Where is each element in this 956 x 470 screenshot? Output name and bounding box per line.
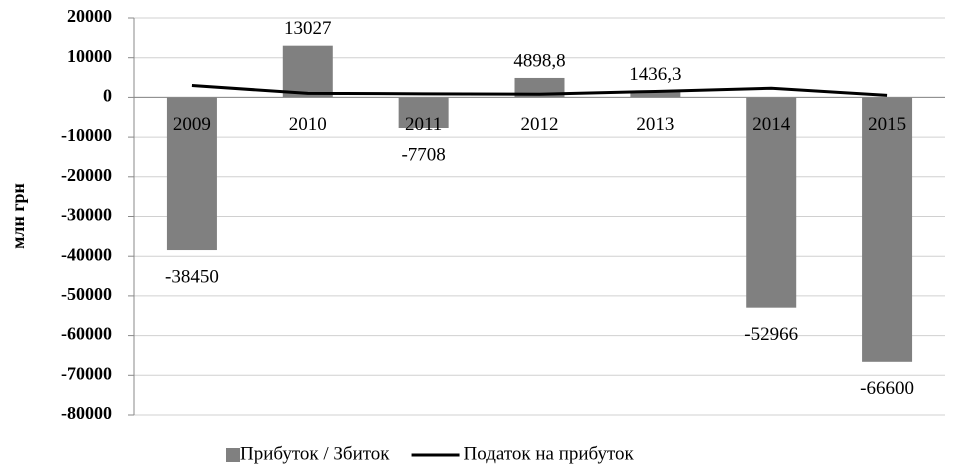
data-label: -66600 [860, 378, 914, 399]
y-tick-label: -30000 [61, 205, 112, 225]
bar [630, 91, 681, 98]
data-label: 13027 [284, 18, 332, 39]
legend-label: Прибуток / Збиток [240, 443, 390, 464]
y-tick-label: -40000 [61, 244, 112, 264]
bar [746, 97, 797, 308]
y-tick-label: -80000 [61, 403, 112, 423]
bar [166, 97, 217, 251]
y-tick-label: -20000 [61, 165, 112, 185]
legend-swatch [226, 448, 240, 462]
x-tick-label: 2015 [868, 114, 906, 135]
y-tick-label: 0 [103, 86, 112, 106]
y-tick-label: -10000 [61, 125, 112, 145]
x-tick-label: 2010 [289, 114, 327, 135]
data-label: -52966 [744, 324, 798, 345]
legend-label: Податок на прибуток [464, 443, 635, 464]
x-tick-label: 2009 [173, 114, 211, 135]
x-tick-label: 2014 [752, 114, 791, 135]
x-tick-label: 2013 [636, 114, 674, 135]
y-axis-label: млн грн [8, 183, 28, 249]
y-tick-label: 10000 [67, 46, 112, 66]
data-label: 1436,3 [629, 64, 681, 85]
data-label: -7708 [401, 144, 445, 165]
y-tick-label: -60000 [61, 324, 112, 344]
y-tick-label: 20000 [67, 6, 112, 26]
bar [398, 97, 449, 129]
x-tick-label: 2011 [405, 114, 442, 135]
y-tick-label: -50000 [61, 284, 112, 304]
y-tick-label: -70000 [61, 363, 112, 383]
data-label: 4898,8 [513, 50, 565, 71]
data-label: -38450 [165, 266, 219, 287]
line [191, 83, 888, 97]
bar [862, 97, 913, 362]
x-tick-label: 2012 [521, 114, 559, 135]
bar [282, 45, 333, 98]
